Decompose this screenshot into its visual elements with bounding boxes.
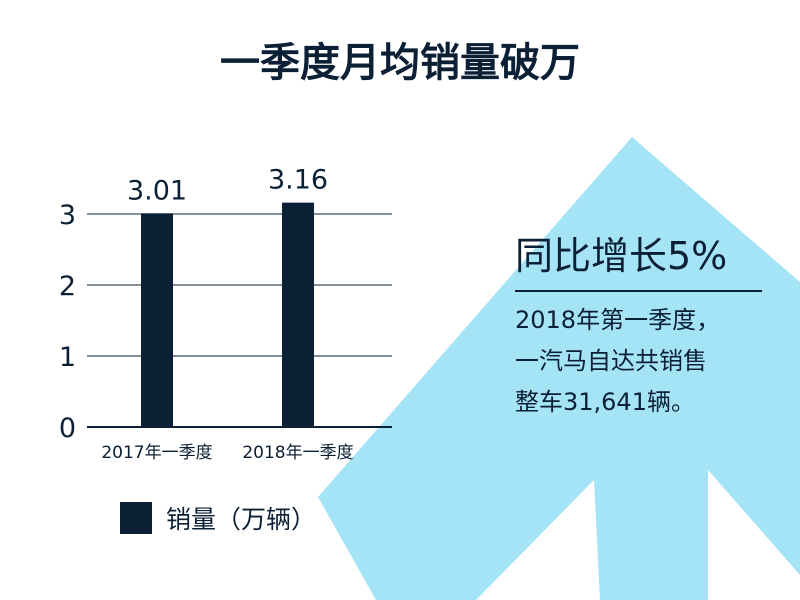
- callout-headline: 同比增长5%: [515, 234, 728, 278]
- legend-label: 销量（万辆）: [166, 505, 317, 534]
- legend-swatch: [120, 502, 152, 534]
- data-label: 3.16: [268, 165, 328, 196]
- y-tick-label: 0: [59, 413, 76, 444]
- x-tick-label: 2018年一季度: [242, 443, 353, 463]
- callout-line: 一汽马自达共销售: [515, 347, 707, 375]
- growth-callout: 同比增长5% 2018年第一季度， 一汽马自达共销售 整车31,641辆。: [515, 225, 775, 423]
- callout-line: 2018年第一季度，: [515, 306, 721, 334]
- y-tick-label: 1: [59, 342, 76, 373]
- chart-legend: 销量（万辆）: [120, 500, 316, 536]
- x-tick-label: 2017年一季度: [101, 443, 212, 463]
- y-tick-label: 3: [59, 200, 76, 231]
- y-tick-label: 2: [59, 271, 76, 302]
- data-label: 3.01: [127, 175, 187, 206]
- callout-divider: [515, 290, 762, 292]
- bar: [141, 213, 173, 427]
- callout-line: 整车31,641辆。: [515, 388, 695, 416]
- bar: [282, 202, 314, 427]
- callout-body: 2018年第一季度， 一汽马自达共销售 整车31,641辆。: [515, 300, 775, 423]
- arrow-shape: [318, 137, 800, 600]
- page-title: 一季度月均销量破万: [220, 40, 580, 86]
